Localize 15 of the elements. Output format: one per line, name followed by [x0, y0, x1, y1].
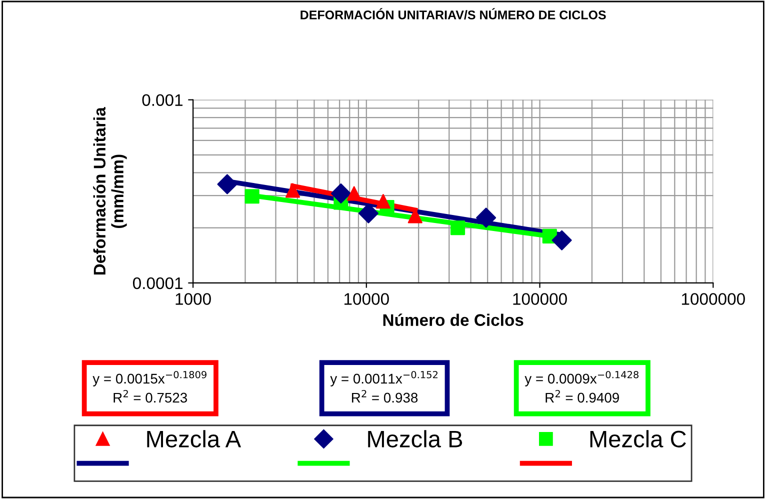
legend-label: Mezcla A: [147, 430, 242, 448]
x-tick-label: 10000: [344, 293, 389, 305]
y-tick-label: 0.0001: [132, 277, 182, 290]
legend-label: Mezcla B: [368, 430, 462, 448]
y-tick-label: 0.001: [142, 94, 182, 106]
x-tick-label: 100000: [513, 293, 567, 305]
x-tick-label: 1000000: [682, 293, 745, 305]
chart-title: DEFORMACIÓN UNITARIAV/S NÚMERO DE CICLOS: [300, 8, 606, 20]
y-axis-title: Deformación Unitaria (mm/mm): [93, 106, 127, 275]
text: y = 0.0015x$^{−0.1809}$ R$^{2}$ = 0.7523: [92, 370, 206, 403]
legend-label: Mezcla C: [590, 430, 686, 448]
text: y = 0.0009x$^{−0.1428}$ R$^{2}$ = 0.9409: [524, 370, 638, 403]
x-tick-label: 1000: [176, 293, 211, 305]
x-axis-title: Número de Ciclos: [383, 314, 524, 326]
text: y = 0.0011x$^{−0.152}$ R$^{2}$ = 0.938: [330, 370, 438, 403]
